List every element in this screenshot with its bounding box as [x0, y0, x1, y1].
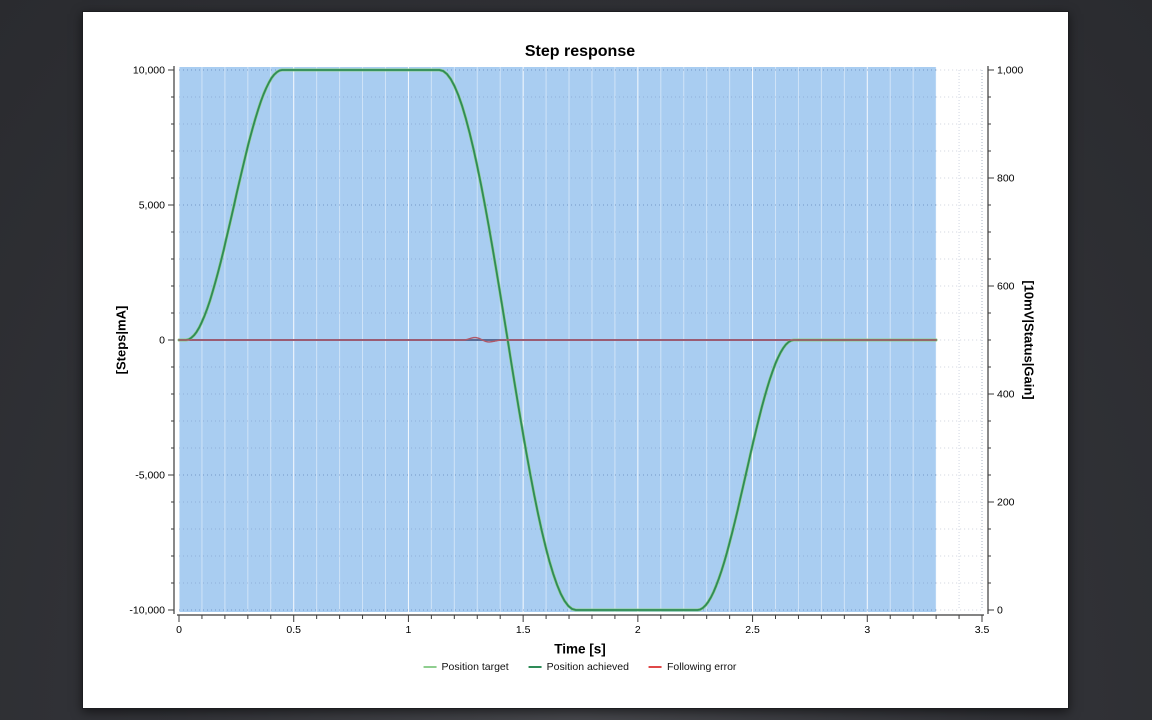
y-right-tick-label: 1,000 — [997, 65, 1023, 77]
x-axis-label: Time [s] — [554, 641, 606, 657]
y-left-tick-label: 0 — [159, 335, 165, 347]
x-tick-label: 2.5 — [745, 624, 760, 636]
y-right-tick-label: 400 — [997, 389, 1015, 401]
chart-window: 10,000 5,000 0 -5,000 -10,000 1,000 800 600 400 2… — [82, 11, 1069, 709]
step-response-chart: 10,000 5,000 0 -5,000 -10,000 1,000 800 600 400 2… — [129, 65, 1023, 637]
y-left-tick-label: 10,000 — [133, 65, 165, 77]
y-right-tick-label: 0 — [997, 605, 1003, 617]
legend-label-position-achieved: Position achieved — [546, 661, 629, 673]
legend-label-position-target: Position target — [441, 661, 509, 673]
chart-title: Step response — [524, 43, 636, 60]
x-tick-label: 1 — [406, 624, 412, 636]
y-right-tick-label: 800 — [997, 173, 1015, 185]
legend-label-following-error: Following error — [666, 661, 737, 673]
y-axis-label-left: [Steps|mA] — [113, 305, 129, 375]
x-tick-label: 0.5 — [286, 624, 301, 636]
x-tick-label: 1.5 — [516, 624, 531, 636]
legend-item-position-target: Position target — [423, 661, 509, 673]
x-tick-label: 3 — [864, 624, 870, 636]
y-right-tick-label: 600 — [997, 281, 1015, 293]
y-right-tick-label: 200 — [997, 497, 1015, 509]
legend-marker-position-achieved — [528, 666, 542, 668]
legend-marker-position-target — [423, 666, 437, 668]
x-tick-label: 3.5 — [975, 624, 990, 636]
legend-item-position-achieved: Position achieved — [528, 661, 629, 673]
x-tick-label: 0 — [176, 624, 182, 636]
series-following-error — [178, 336, 937, 343]
legend-marker-following-error — [648, 666, 662, 668]
x-tick-label: 2 — [635, 624, 641, 636]
legend-item-following-error: Following error — [648, 661, 737, 673]
y-left-tick-label: -10,000 — [129, 605, 165, 617]
y-left-tick-label: -5,000 — [135, 470, 165, 482]
y-left-tick-label: 5,000 — [139, 200, 165, 212]
chart-legend: Position target Position achieved Follow… — [423, 661, 737, 673]
y-axis-label-right: [10mV|Status|Gain] — [1021, 280, 1037, 400]
